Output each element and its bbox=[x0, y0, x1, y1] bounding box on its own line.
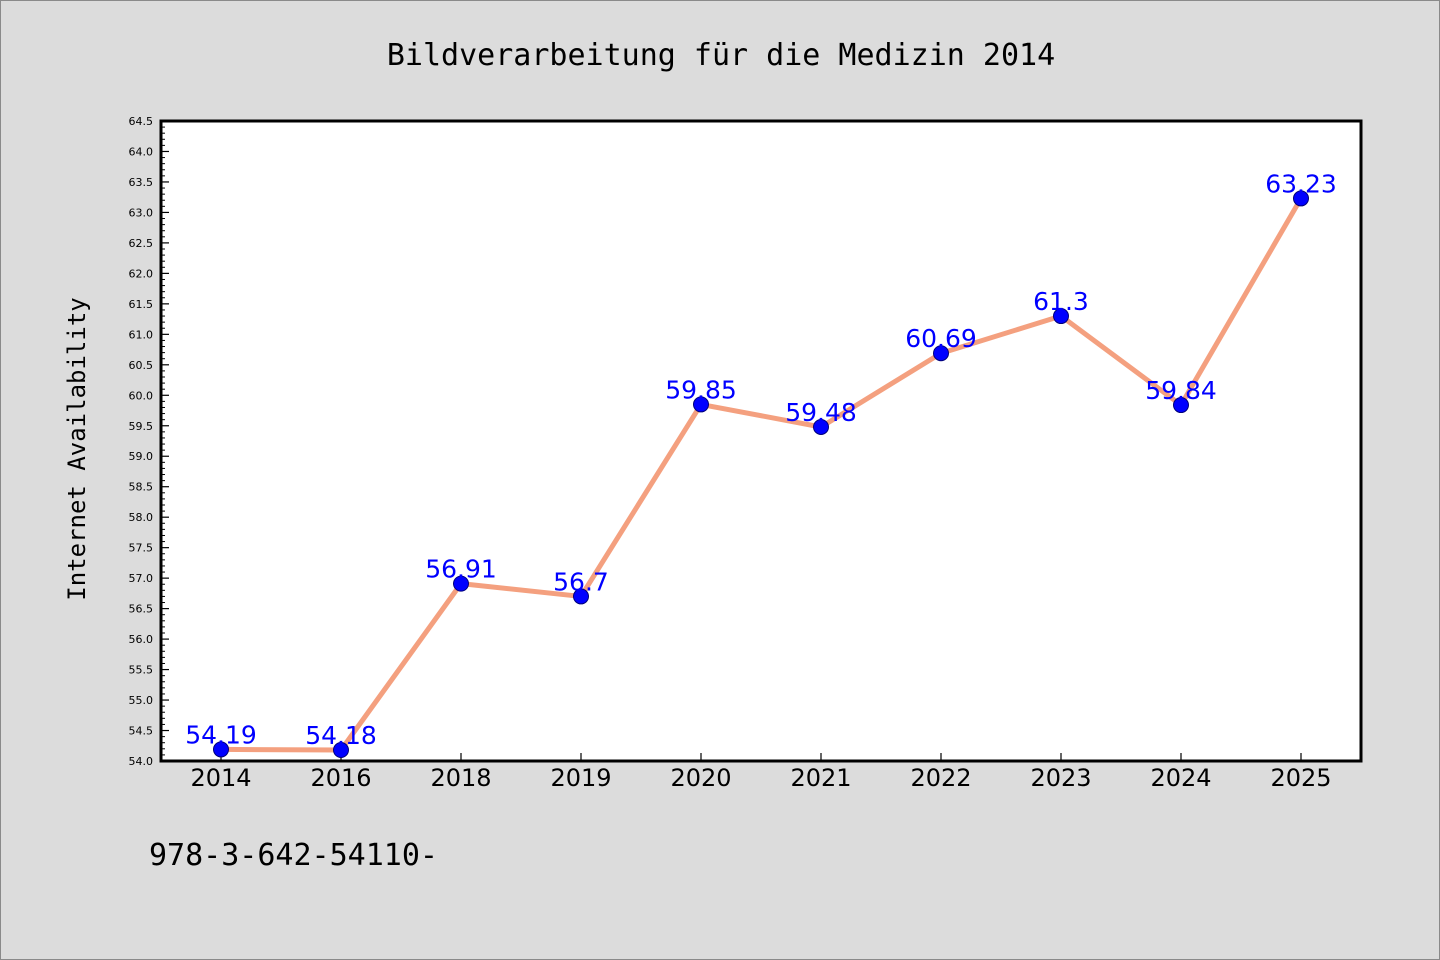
x-tick-label: 2022 bbox=[910, 764, 971, 792]
x-tick-label: 2014 bbox=[190, 764, 251, 792]
x-tick-label: 2021 bbox=[790, 764, 851, 792]
y-axis-title: Internet Availability bbox=[63, 297, 91, 600]
y-axis: 54.0 54.5 55.0 55.5 56.0 56.5 57.0 57.5 58.0 58.5… bbox=[129, 115, 169, 768]
y-tick-label: 54.5 bbox=[129, 725, 154, 738]
y-tick-label: 60.5 bbox=[129, 359, 154, 372]
data-point bbox=[1293, 190, 1309, 207]
data-label: 56.91 bbox=[425, 555, 497, 584]
y-tick-label: 55.0 bbox=[129, 694, 154, 707]
x-tick-label: 2018 bbox=[430, 764, 491, 792]
data-label: 60.69 bbox=[905, 324, 977, 353]
y-tick-label: 64.5 bbox=[129, 115, 154, 128]
y-tick-label: 60.0 bbox=[129, 389, 154, 402]
y-tick-label: 55.5 bbox=[129, 664, 154, 677]
y-tick-label: 59.0 bbox=[129, 450, 154, 463]
y-tick-label: 62.0 bbox=[129, 267, 154, 280]
data-label: 56.7 bbox=[553, 567, 609, 596]
data-point bbox=[213, 741, 229, 758]
series-group: 54.19 54.18 56.91 56.7 59.85 59.48 60.69 61.3 59… bbox=[185, 169, 1337, 759]
y-tick-label: 62.5 bbox=[129, 237, 154, 250]
y-tick-label: 63.0 bbox=[129, 206, 154, 219]
x-tick-label: 2024 bbox=[1150, 764, 1211, 792]
y-tick-label: 59.5 bbox=[129, 420, 154, 433]
y-tick-label: 54.0 bbox=[129, 755, 154, 768]
data-point bbox=[933, 345, 949, 362]
y-tick-label: 56.5 bbox=[129, 603, 154, 616]
data-point bbox=[333, 742, 349, 759]
x-tick-label: 2025 bbox=[1270, 764, 1331, 792]
series-line bbox=[218, 195, 1304, 753]
y-tick-label: 63.5 bbox=[129, 176, 154, 189]
data-label: 61.3 bbox=[1033, 287, 1089, 316]
x-tick-label: 2023 bbox=[1030, 764, 1091, 792]
data-label: 59.48 bbox=[785, 398, 857, 427]
data-label: 59.84 bbox=[1145, 376, 1217, 405]
data-point bbox=[573, 588, 589, 605]
data-label: 63.23 bbox=[1265, 169, 1337, 198]
data-label: 54.18 bbox=[305, 721, 377, 750]
plot-area bbox=[159, 119, 1363, 763]
y-tick-label: 61.0 bbox=[129, 328, 154, 341]
data-label: 54.19 bbox=[185, 720, 257, 749]
y-tick-label: 56.0 bbox=[129, 633, 154, 646]
x-tick-label: 2016 bbox=[310, 764, 371, 792]
data-point bbox=[813, 418, 829, 435]
data-point bbox=[1053, 308, 1069, 325]
y-tick-label: 61.5 bbox=[129, 298, 154, 311]
x-tick-label: 2020 bbox=[670, 764, 731, 792]
y-tick-label: 57.0 bbox=[129, 572, 154, 585]
x-tick-label: 2019 bbox=[550, 764, 611, 792]
data-point bbox=[1173, 397, 1189, 414]
data-point bbox=[693, 396, 709, 413]
footnote-text: 978-3-642-54110- bbox=[149, 838, 438, 873]
chart-title: Bildverarbeitung für die Medizin 2014 bbox=[387, 38, 1055, 73]
y-tick-label: 58.0 bbox=[129, 511, 154, 524]
x-axis: 2014 2016 2018 2019 2020 2021 2022 2023 2024 2025 bbox=[190, 753, 1332, 792]
data-point bbox=[453, 575, 469, 592]
y-tick-label: 57.5 bbox=[129, 542, 154, 555]
data-label: 59.85 bbox=[665, 375, 737, 404]
y-tick-label: 58.5 bbox=[129, 481, 154, 494]
y-tick-label: 64.0 bbox=[129, 145, 154, 158]
